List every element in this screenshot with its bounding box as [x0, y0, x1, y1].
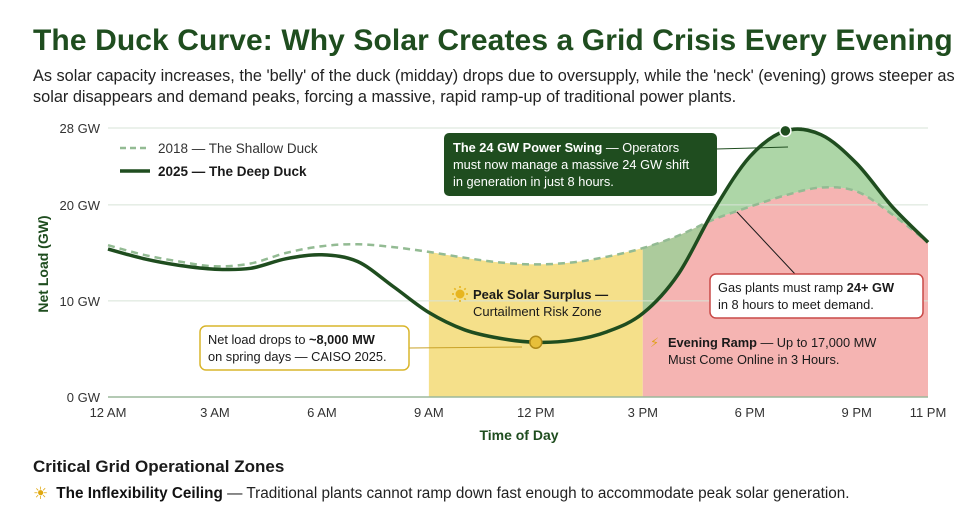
drop-callout-box	[199, 325, 410, 371]
surplus-label-line1: Peak Solar Surplus —	[473, 287, 608, 302]
x-axis-ticks: 12 AM 3 AM 6 AM 9 AM 12 PM 3 PM 6 PM 9 PM 11 PM	[90, 405, 947, 420]
x-tick-label: 9 AM	[414, 405, 444, 420]
gas-callout-box	[709, 273, 924, 319]
ramp-label-line2: Must Come Online in 3 Hours.	[668, 352, 839, 367]
swing-callout-line3: in generation in just 8 hours.	[453, 174, 614, 189]
drop-callout-line2: on spring days — CAISO 2025.	[208, 349, 387, 364]
drop-callout-line1: Net load drops to ~8,000 MW	[208, 332, 376, 347]
sun-icon	[452, 286, 468, 302]
x-tick-label: 11 PM	[910, 405, 947, 420]
y-tick-label: 10 GW	[60, 294, 101, 309]
x-tick-label: 9 PM	[842, 405, 872, 420]
legend-label-2025: 2025 — The Deep Duck	[158, 164, 307, 179]
x-tick-label: 3 PM	[628, 405, 658, 420]
data-marker-19	[779, 124, 792, 138]
series-line-2018	[107, 186, 929, 268]
x-axis-title: Time of Day	[479, 427, 558, 443]
y-tick-label: 0 GW	[67, 390, 101, 405]
neck-growth-zone	[642, 129, 928, 314]
x-tick-label: 12 PM	[517, 405, 555, 420]
x-tick-label: 6 AM	[307, 405, 337, 420]
x-tick-label: 6 PM	[735, 405, 765, 420]
swing-callout-box	[444, 133, 717, 196]
x-tick-label: 3 AM	[200, 405, 230, 420]
gas-connector	[736, 211, 796, 275]
zone-item-inflexibility: ☀ The Inflexibility Ceiling — Traditiona…	[33, 484, 850, 504]
x-tick-label: 12 AM	[90, 405, 127, 420]
chart-legend: 2018 — The Shallow Duck 2025 — The Deep …	[120, 141, 318, 179]
drop-connector	[408, 346, 523, 349]
swing-callout-line1: The 24 GW Power Swing — Operators	[453, 140, 679, 155]
gas-callout-line1: Gas plants must ramp 24+ GW	[718, 280, 895, 295]
y-axis-title: Net Load (GW)	[35, 215, 51, 312]
ramp-label-line1: Evening Ramp — Up to 17,000 MW	[668, 335, 877, 350]
gas-callout-line2: in 8 hours to meet demand.	[718, 297, 874, 312]
page-title: The Duck Curve: Why Solar Creates a Grid…	[33, 24, 953, 57]
y-tick-label: 28 GW	[60, 121, 101, 136]
chart-markers	[529, 124, 792, 349]
surplus-label-line2: Curtailment Risk Zone	[473, 304, 602, 319]
data-marker-12	[529, 335, 543, 349]
page-subtitle: As solar capacity increases, the 'belly'…	[33, 67, 955, 106]
swing-callout-line2: must now manage a massive 24 GW shift	[453, 157, 690, 172]
y-axis-ticks: 0 GW 10 GW 20 GW 28 GW	[60, 121, 101, 405]
lightning-icon: ⚡	[650, 336, 659, 351]
y-tick-label: 20 GW	[60, 198, 101, 213]
surplus-zone	[428, 248, 643, 397]
zone-item-text: The Inflexibility Ceiling — Traditional …	[56, 485, 850, 502]
legend-label-2018: 2018 — The Shallow Duck	[158, 141, 318, 156]
sun-icon: ☀	[33, 484, 49, 503]
zones-heading: Critical Grid Operational Zones	[33, 457, 285, 476]
swing-connector	[715, 146, 789, 150]
